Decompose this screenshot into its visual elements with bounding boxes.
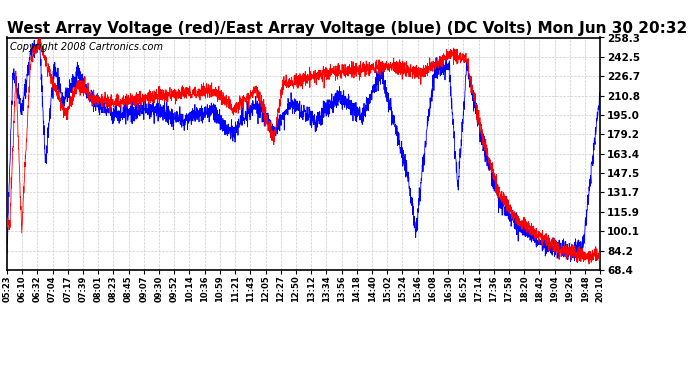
Text: Copyright 2008 Cartronics.com: Copyright 2008 Cartronics.com xyxy=(10,42,163,52)
Text: West Array Voltage (red)/East Array Voltage (blue) (DC Volts) Mon Jun 30 20:32: West Array Voltage (red)/East Array Volt… xyxy=(7,21,687,36)
